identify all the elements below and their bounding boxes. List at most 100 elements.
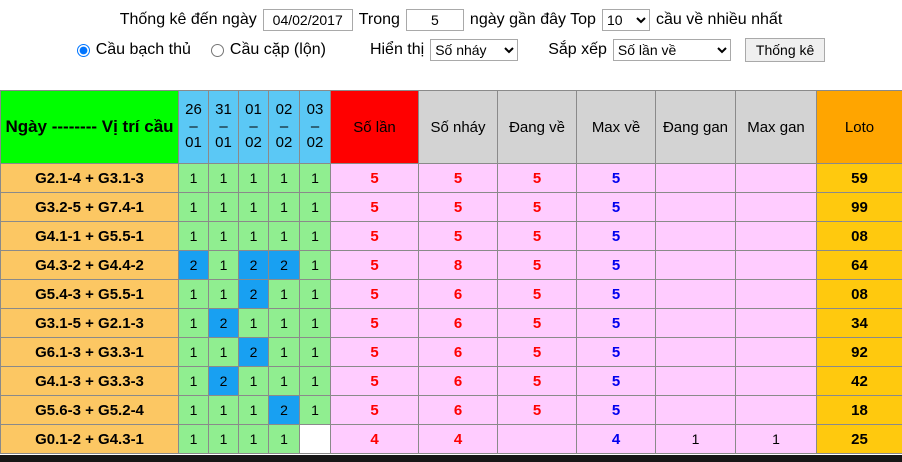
cau-statistics-table: Ngày -------- Vị trí cầu 26–01 31–01 01–…: [0, 90, 902, 454]
cap-lon-radio[interactable]: [210, 43, 224, 57]
day-hit-cell: 1: [299, 192, 331, 222]
day-hit-cell: 1: [178, 337, 209, 367]
max-ve-cell: 5: [576, 395, 656, 425]
col-header-position: Ngày -------- Vị trí cầu: [0, 90, 179, 164]
max-gan-cell: [735, 250, 817, 280]
bach-thu-radio[interactable]: [76, 43, 90, 57]
sap-xep-label: Sắp xếp: [548, 41, 607, 58]
day-hit-cell: 1: [268, 279, 300, 309]
day-hit-cell: 1: [208, 250, 239, 280]
dang-ve-cell: 5: [497, 192, 577, 222]
day-hit-cell: 1: [208, 163, 239, 193]
so-nhay-cell: 5: [418, 221, 498, 251]
filter-line-1: Thống kê đến ngày Trong ngày gần đây Top…: [0, 7, 902, 33]
loto-cell: 59: [816, 163, 902, 193]
day-hit-cell: 1: [178, 192, 209, 222]
top-label: ngày gần đây Top: [469, 11, 596, 28]
day-hit-cell: 1: [238, 221, 269, 251]
cau-position-label: G3.1-5 + G2.1-3: [0, 308, 179, 338]
day-hit-cell: 1: [178, 163, 209, 193]
dang-gan-cell: [655, 163, 736, 193]
so-lan-cell: 5: [330, 192, 419, 222]
dang-gan-cell: [655, 308, 736, 338]
so-lan-cell: 4: [330, 424, 419, 454]
day-hit-cell: 1: [299, 279, 331, 309]
cau-position-label: G4.1-1 + G5.5-1: [0, 221, 179, 251]
day-hit-cell: 1: [299, 250, 331, 280]
table-row: G3.2-5 + G7.4-1 1 1 1 1 1 5 5 5 5 99: [0, 192, 902, 222]
max-gan-cell: [735, 221, 817, 251]
day-hit-cell: 2: [238, 279, 269, 309]
dang-ve-cell: 5: [497, 163, 577, 193]
day-hit-cell: 1: [299, 366, 331, 396]
max-gan-cell: [735, 308, 817, 338]
day-hit-cell: 1: [268, 366, 300, 396]
col-header-date-2: 31–01: [208, 90, 239, 164]
date-label: Thống kê đến ngày: [119, 11, 257, 28]
day-hit-cell: 1: [178, 395, 209, 425]
filter-line-2: Cầu bạch thủ Cầu cặp (lộn) Hiển thị Số n…: [0, 37, 902, 63]
col-header-max-ve: Max về: [576, 90, 656, 164]
max-gan-cell: [735, 337, 817, 367]
days-count-input[interactable]: [405, 9, 464, 31]
day-hit-cell: 1: [238, 192, 269, 222]
day-hit-cell: 1: [208, 221, 239, 251]
cap-lon-label: Cầu cặp (lộn): [229, 41, 326, 58]
so-lan-cell: 5: [330, 163, 419, 193]
max-ve-cell: 5: [576, 366, 656, 396]
table-header-row: Ngày -------- Vị trí cầu 26–01 31–01 01–…: [0, 90, 902, 164]
table-row: G2.1-4 + G3.1-3 1 1 1 1 1 5 5 5 5 59: [0, 163, 902, 193]
day-hit-cell: 1: [208, 279, 239, 309]
day-hit-cell: 1: [299, 163, 331, 193]
day-hit-cell: 1: [268, 192, 300, 222]
loto-cell: 08: [816, 279, 902, 309]
max-gan-cell: [735, 192, 817, 222]
sort-select[interactable]: Số lần về: [612, 39, 731, 61]
bach-thu-label: Cầu bạch thủ: [95, 41, 191, 58]
table-row: G6.1-3 + G3.3-1 1 1 2 1 1 5 6 5 5 92: [0, 337, 902, 367]
dang-ve-cell: [497, 424, 577, 454]
thong-ke-button[interactable]: Thống kê: [744, 38, 826, 62]
so-nhay-cell: 5: [418, 163, 498, 193]
so-lan-cell: 5: [330, 395, 419, 425]
day-hit-cell: 1: [268, 337, 300, 367]
day-hit-cell: 1: [208, 424, 239, 454]
top-count-select[interactable]: 10: [601, 9, 650, 31]
cau-position-label: G4.3-2 + G4.4-2: [0, 250, 179, 280]
date-input[interactable]: [262, 9, 353, 31]
day-hit-cell: 1: [208, 192, 239, 222]
day-hit-cell: 1: [299, 395, 331, 425]
so-lan-cell: 5: [330, 337, 419, 367]
max-ve-cell: 5: [576, 163, 656, 193]
max-ve-cell: 5: [576, 250, 656, 280]
table-row: G5.6-3 + G5.2-4 1 1 1 2 1 5 6 5 5 18: [0, 395, 902, 425]
dang-ve-cell: 5: [497, 308, 577, 338]
cau-position-label: G3.2-5 + G7.4-1: [0, 192, 179, 222]
so-nhay-cell: 6: [418, 366, 498, 396]
dang-gan-cell: [655, 395, 736, 425]
dang-gan-cell: [655, 221, 736, 251]
dang-ve-cell: 5: [497, 366, 577, 396]
max-gan-cell: 1: [735, 424, 817, 454]
so-nhay-cell: 8: [418, 250, 498, 280]
dang-gan-cell: 1: [655, 424, 736, 454]
day-hit-cell: 1: [268, 221, 300, 251]
day-hit-cell: 1: [238, 395, 269, 425]
cau-position-label: G2.1-4 + G3.1-3: [0, 163, 179, 193]
day-hit-cell: 1: [268, 308, 300, 338]
day-hit-cell: 1: [208, 395, 239, 425]
cau-position-label: G5.6-3 + G5.2-4: [0, 395, 179, 425]
table-row: G0.1-2 + G4.3-1 1 1 1 1 4 4 4 1 1 25: [0, 424, 902, 454]
day-hit-cell: 1: [178, 424, 209, 454]
radio-group-cap-lon: Cầu cặp (lộn): [210, 41, 326, 59]
loto-cell: 92: [816, 337, 902, 367]
max-ve-cell: 5: [576, 308, 656, 338]
so-nhay-cell: 4: [418, 424, 498, 454]
day-hit-cell: 1: [178, 308, 209, 338]
table-row: G3.1-5 + G2.1-3 1 2 1 1 1 5 6 5 5 34: [0, 308, 902, 338]
display-mode-select[interactable]: Số nháy: [430, 39, 519, 61]
day-hit-cell: 2: [238, 337, 269, 367]
day-hit-cell: 1: [268, 424, 300, 454]
dang-ve-cell: 5: [497, 395, 577, 425]
so-nhay-cell: 6: [418, 279, 498, 309]
